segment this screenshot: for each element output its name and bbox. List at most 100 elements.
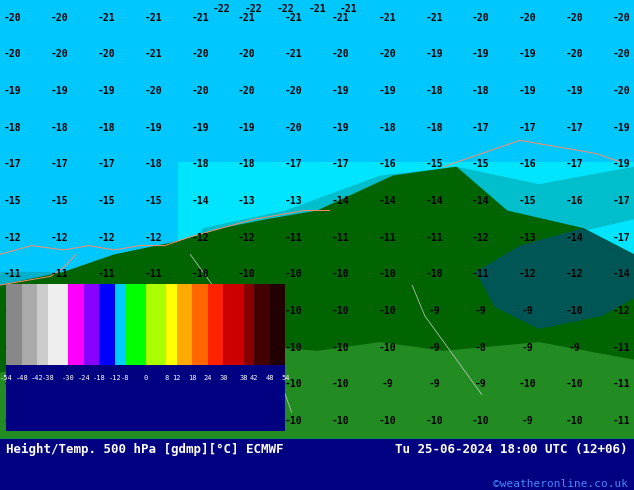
Text: -10: -10 [332,306,349,316]
Text: -54: -54 [0,375,13,381]
Text: -12: -12 [4,233,22,243]
Text: -9: -9 [522,416,534,426]
Text: -22: -22 [276,4,294,14]
Text: -10: -10 [566,379,583,390]
Text: -14: -14 [566,233,583,243]
Text: -10: -10 [285,343,302,353]
Text: -19: -19 [332,122,349,133]
Text: -15: -15 [51,196,68,206]
Text: -17: -17 [612,233,630,243]
Text: -10: -10 [4,343,22,353]
Bar [146,284,167,365]
Text: 12: 12 [172,375,181,381]
Text: -18: -18 [98,122,115,133]
Text: -11: -11 [378,233,396,243]
Text: -21: -21 [285,49,302,59]
Text: -9: -9 [522,343,534,353]
Text: -10: -10 [145,343,162,353]
Text: -20: -20 [285,86,302,96]
Bar [22,284,37,365]
Text: -17: -17 [612,196,630,206]
Text: Tu 25-06-2024 18:00 UTC (12+06): Tu 25-06-2024 18:00 UTC (12+06) [395,442,628,456]
Text: -11: -11 [145,416,162,426]
Text: -16: -16 [378,159,396,169]
Text: -10: -10 [191,306,209,316]
Text: -18: -18 [238,159,256,169]
Text: ©weatheronline.co.uk: ©weatheronline.co.uk [493,479,628,489]
Text: -10: -10 [51,416,68,426]
Text: -9: -9 [475,306,487,316]
Text: 24: 24 [204,375,212,381]
Text: -10: -10 [566,306,583,316]
Text: -9: -9 [428,306,440,316]
Text: -10: -10 [238,270,256,279]
Text: -21: -21 [285,13,302,23]
Text: -21: -21 [340,4,358,14]
Text: -10: -10 [332,270,349,279]
Text: -19: -19 [612,122,630,133]
Text: -17: -17 [51,159,68,169]
Bar [48,284,68,365]
Text: -10: -10 [238,343,256,353]
Text: -9: -9 [428,379,440,390]
Text: -18: -18 [4,122,22,133]
Text: -17: -17 [98,159,115,169]
Text: -38: -38 [41,375,54,381]
Text: -15: -15 [4,196,22,206]
Polygon shape [0,167,634,439]
Text: -21: -21 [191,13,209,23]
Text: -20: -20 [145,86,162,96]
Text: -12: -12 [612,306,630,316]
Text: -10: -10 [98,379,115,390]
Text: -16: -16 [566,196,583,206]
Text: -11: -11 [145,270,162,279]
Text: -20: -20 [566,49,583,59]
Text: -20: -20 [191,86,209,96]
Text: -17: -17 [566,122,583,133]
Text: -19: -19 [4,86,22,96]
Text: -18: -18 [472,86,489,96]
Text: 54: 54 [281,375,290,381]
Text: -17: -17 [472,122,489,133]
Text: -19: -19 [378,86,396,96]
Bar [167,284,177,365]
Text: -12: -12 [519,270,536,279]
Text: -19: -19 [98,86,115,96]
Text: -21: -21 [308,4,326,14]
Text: -19: -19 [519,86,536,96]
Bar [270,284,285,365]
Text: -10: -10 [519,379,536,390]
Text: 38: 38 [240,375,249,381]
Text: -10: -10 [145,379,162,390]
Text: -10: -10 [191,343,209,353]
Text: -17: -17 [285,159,302,169]
Text: -22: -22 [245,4,262,14]
Text: -15: -15 [145,196,162,206]
Polygon shape [0,342,634,439]
Text: -18: -18 [425,86,443,96]
Text: -16: -16 [519,159,536,169]
Text: 0: 0 [144,375,148,381]
Text: -12: -12 [238,233,256,243]
Text: -10: -10 [191,270,209,279]
Text: 48: 48 [266,375,274,381]
Text: -10: -10 [332,416,349,426]
Text: -10: -10 [378,306,396,316]
Text: -12: -12 [472,233,489,243]
Text: -20: -20 [519,13,536,23]
Text: -19: -19 [332,86,349,96]
Text: -20: -20 [612,13,630,23]
Text: -10: -10 [285,379,302,390]
Text: -20: -20 [238,49,256,59]
Text: -14: -14 [191,196,209,206]
Text: -8: -8 [475,343,487,353]
Text: -9: -9 [428,343,440,353]
Text: -48: -48 [15,375,28,381]
Text: 42: 42 [250,375,259,381]
Text: -17: -17 [4,159,22,169]
Text: -17: -17 [519,122,536,133]
Text: -10: -10 [472,416,489,426]
Text: -20: -20 [378,49,396,59]
Text: -10: -10 [285,306,302,316]
Text: Height/Temp. 500 hPa [gdmp][°C] ECMWF: Height/Temp. 500 hPa [gdmp][°C] ECMWF [6,442,284,456]
